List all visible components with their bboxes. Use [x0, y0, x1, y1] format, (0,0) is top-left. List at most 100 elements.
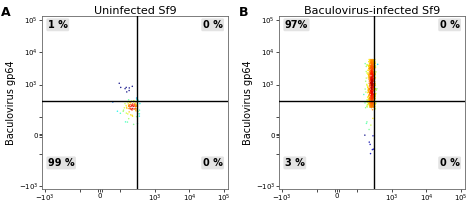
Point [366, 101, 374, 105]
Point [369, 62, 376, 65]
Point [370, 63, 378, 66]
Point [364, 84, 371, 87]
Point [368, 91, 375, 95]
Point [130, 103, 138, 106]
Point [130, 123, 137, 126]
Point [368, 72, 376, 75]
Point [362, 90, 370, 94]
Point [123, 90, 130, 94]
Point [132, 109, 140, 113]
Point [368, 104, 376, 108]
Point [369, 95, 376, 99]
Point [370, 147, 377, 151]
Point [369, 90, 376, 93]
Point [368, 70, 376, 73]
Point [368, 61, 376, 64]
Point [372, 76, 379, 79]
Point [368, 104, 375, 107]
Point [369, 63, 376, 67]
Point [367, 60, 375, 63]
Point [368, 72, 375, 76]
Point [367, 60, 374, 63]
Point [363, 70, 370, 73]
Point [368, 70, 375, 73]
Point [368, 82, 376, 85]
Point [365, 68, 372, 72]
Point [367, 100, 374, 104]
Point [369, 80, 376, 84]
Point [370, 58, 378, 61]
Point [365, 74, 373, 77]
Point [371, 94, 379, 98]
Point [365, 101, 373, 105]
Point [370, 72, 377, 75]
Point [364, 72, 372, 76]
Point [368, 59, 376, 63]
Point [367, 70, 374, 73]
Point [372, 84, 379, 87]
Point [368, 106, 375, 109]
Point [369, 99, 377, 102]
Point [368, 61, 375, 64]
Point [368, 76, 375, 79]
Point [365, 88, 372, 92]
Point [128, 104, 136, 107]
Point [367, 87, 375, 90]
Point [366, 93, 374, 96]
Point [369, 134, 377, 138]
Point [365, 94, 373, 97]
Point [366, 82, 374, 85]
Point [361, 101, 369, 105]
Point [367, 98, 374, 102]
Point [367, 102, 374, 106]
Point [366, 66, 374, 70]
Point [368, 80, 375, 83]
Point [368, 66, 375, 69]
Point [367, 96, 374, 99]
Point [363, 76, 370, 80]
Point [116, 82, 123, 85]
Point [361, 134, 369, 137]
Point [368, 78, 376, 82]
Point [367, 71, 375, 74]
Point [368, 75, 376, 79]
Point [366, 67, 374, 71]
Point [370, 62, 378, 65]
Point [368, 72, 376, 75]
Point [368, 98, 376, 101]
Point [370, 73, 378, 76]
Point [369, 58, 377, 62]
Point [370, 80, 378, 83]
Point [371, 103, 379, 106]
Point [367, 71, 374, 75]
Point [369, 85, 377, 89]
Point [368, 82, 375, 86]
Point [366, 101, 374, 104]
Point [125, 107, 133, 110]
Point [368, 65, 376, 68]
Point [128, 99, 136, 103]
Point [367, 92, 375, 95]
Point [369, 60, 376, 63]
Point [370, 101, 377, 105]
Point [369, 82, 377, 85]
Point [368, 101, 375, 104]
Point [368, 65, 376, 68]
Text: A: A [1, 6, 11, 19]
Point [371, 72, 378, 75]
Point [365, 67, 373, 70]
Point [367, 86, 375, 89]
Point [367, 63, 375, 66]
Text: 3 %: 3 % [285, 158, 305, 168]
Point [126, 105, 134, 109]
Point [371, 59, 378, 62]
Point [134, 105, 141, 108]
Point [370, 93, 377, 96]
Point [371, 89, 378, 92]
Point [370, 70, 378, 73]
Point [372, 92, 380, 95]
Point [370, 101, 378, 105]
Point [368, 78, 375, 81]
Point [125, 104, 133, 107]
Point [132, 105, 139, 108]
